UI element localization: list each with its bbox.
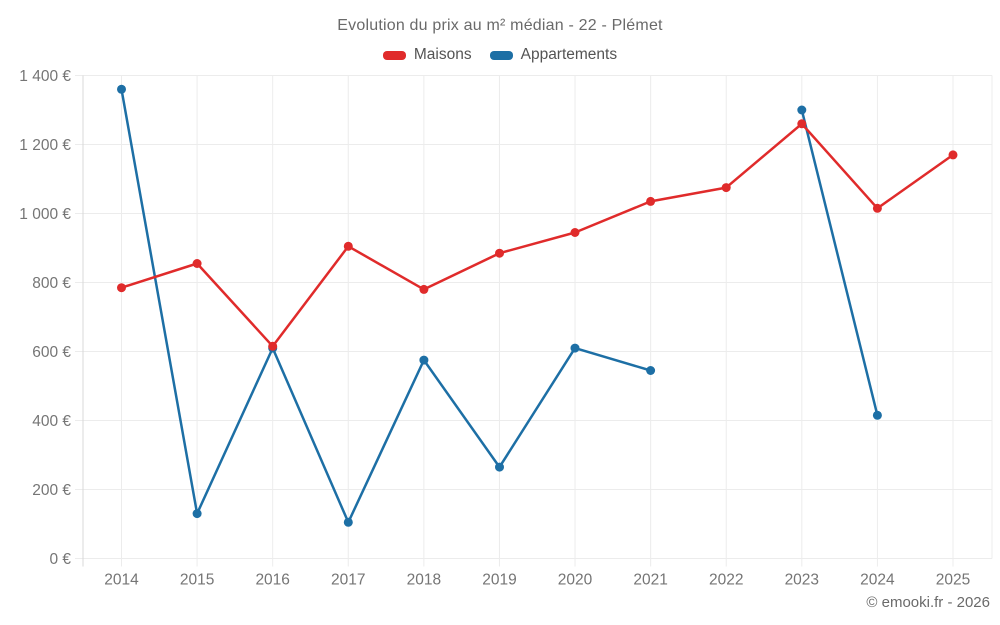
x-tick-label: 2022 [709,572,743,589]
data-point-maisons-2014[interactable] [117,283,126,293]
legend-label-appartements: Appartements [520,46,618,63]
series-line-maisons [120,122,955,348]
legend-item-maisons[interactable]: Maisons [382,46,472,64]
data-point-appartements-2020[interactable] [570,343,580,353]
chart-title: Evolution du prix au m² médian - 22 - Pl… [337,17,663,34]
series-line-appartements [120,88,879,524]
y-tick-label: 0 € [49,551,71,568]
x-tick-label: 2018 [407,572,441,589]
data-point-maisons-2019[interactable] [495,248,504,258]
x-tick-label: 2014 [104,572,139,589]
data-point-appartements-2019[interactable] [495,462,504,472]
x-tick-label: 2016 [255,572,289,589]
legend-item-appartements[interactable]: Appartements [489,46,618,64]
data-point-appartements-2018[interactable] [419,355,429,365]
data-point-maisons-2023[interactable] [797,119,807,129]
legend-label-maisons: Maisons [413,46,472,63]
data-point-appartements-2017[interactable] [343,517,353,527]
x-tick-label: 2015 [180,572,214,589]
data-point-appartements-2014[interactable] [117,84,126,94]
data-point-maisons-2020[interactable] [570,228,580,237]
y-tick-label: 1 200 € [19,137,71,154]
data-point-maisons-2021[interactable] [646,196,656,206]
data-point-appartements-2023[interactable] [797,105,807,115]
data-point-maisons-2016[interactable] [268,341,278,351]
y-tick-label: 1 000 € [19,206,71,223]
data-point-maisons-2018[interactable] [419,284,429,294]
x-tick-label: 2025 [936,572,970,589]
y-tick-label: 1 400 € [19,68,71,85]
data-point-maisons-2025[interactable] [948,150,958,160]
data-point-maisons-2022[interactable] [721,183,731,193]
x-tick-label: 2019 [482,572,516,589]
copyright-credit: © emooki.fr - 2026 [866,594,990,611]
y-tick-label: 800 € [32,275,71,292]
data-point-appartements-2015[interactable] [192,509,202,519]
legend-swatch-appartements [489,50,513,60]
legend-swatch-maisons [382,50,406,60]
x-tick-label: 2017 [331,572,365,589]
x-tick-label: 2021 [633,572,667,589]
data-point-maisons-2015[interactable] [192,259,202,268]
x-tick-label: 2024 [860,572,895,589]
x-tick-label: 2023 [785,572,819,589]
data-point-appartements-2021[interactable] [646,366,656,375]
data-point-maisons-2024[interactable] [872,203,882,213]
y-tick-label: 400 € [32,413,71,430]
data-point-appartements-2024[interactable] [872,410,882,420]
chart-legend: Maisons Appartements [0,46,1000,64]
data-point-maisons-2017[interactable] [343,241,353,251]
y-tick-label: 200 € [32,482,71,499]
x-tick-label: 2020 [558,572,593,589]
y-tick-label: 600 € [32,344,71,361]
